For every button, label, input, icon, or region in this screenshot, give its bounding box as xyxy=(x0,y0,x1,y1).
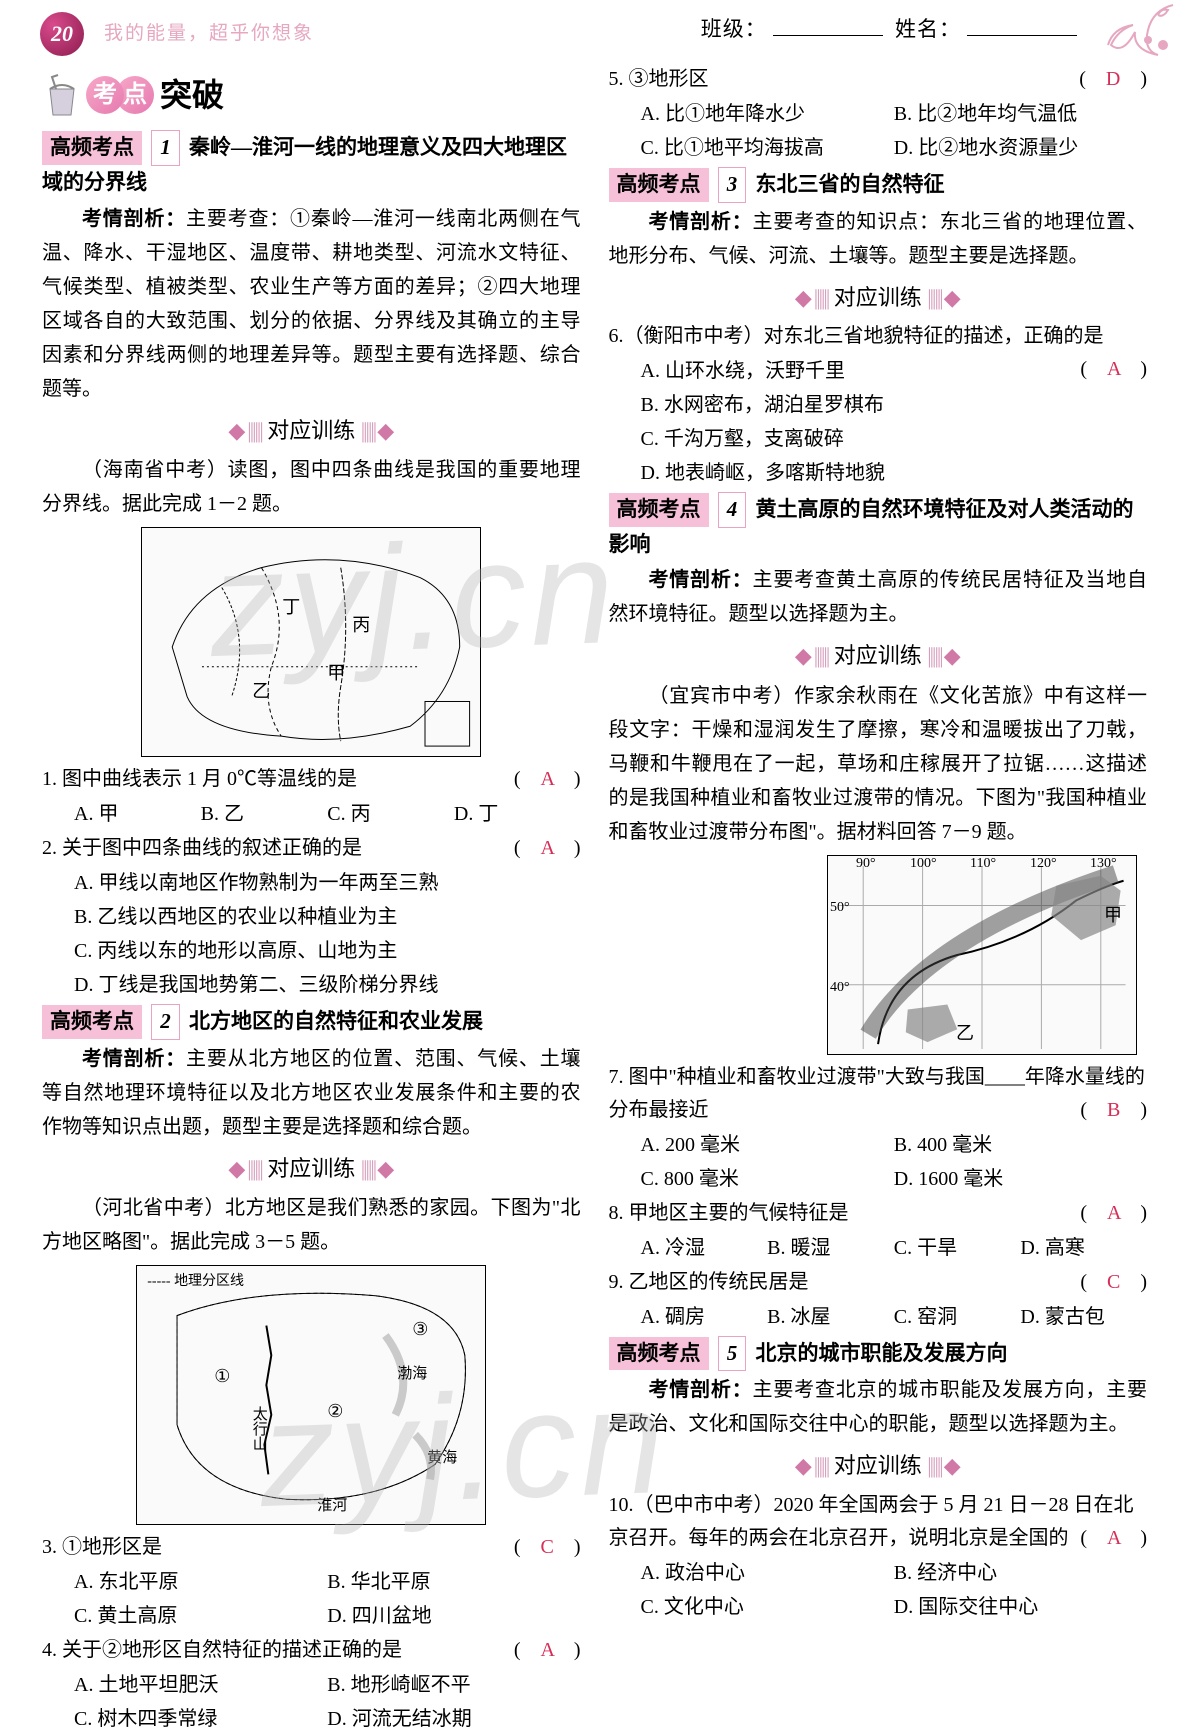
page-header: 20 我的能量，超乎你想象 班级： 姓名： xyxy=(0,0,1183,58)
m3-lon2: 110° xyxy=(970,855,996,876)
map2-n3: ③ xyxy=(412,1314,428,1345)
topic-2-analysis: 考情剖析：主要从北方地区的位置、范围、气候、土壤等自然地理环境特征以及北方地区农… xyxy=(42,1042,581,1144)
map-2: ----- 地理分区线 ① ② ③ 太行山 渤海 黄海 淮河 xyxy=(136,1265,486,1525)
topic-num-2: 2 xyxy=(151,1004,180,1040)
gaopin-tag-2: 高频考点 xyxy=(42,1005,142,1039)
topic-4-analysis: 考情剖析：主要考查黄土高原的传统民居特征及当地自然环境特征。题型以选择题为主。 xyxy=(609,563,1148,631)
q8-opts: A. 冷湿B. 暖湿C. 干旱D. 高寒 xyxy=(609,1231,1148,1265)
practice-intro-3: （宜宾市中考）作家余秋雨在《文化苦旅》中有这样一段文字：干燥和湿润发生了摩擦，寒… xyxy=(609,679,1148,849)
q7: 7. 图中"种植业和畜牧业过渡带"大致与我国____年降水量线的分布最接近 ( … xyxy=(609,1061,1148,1127)
practice-intro-1: （海南省中考）读图，图中四条曲线是我国的重要地理分界线。据此完成 1－2 题。 xyxy=(42,453,581,521)
practice-header-3: ◆|||||| 对应训练 ||||||◆ xyxy=(609,279,1148,316)
map2-line: ----- 地理分区线 xyxy=(147,1270,244,1294)
map-3: 90° 100° 110° 120° 130° 50° 40° 甲 乙 xyxy=(827,855,1137,1055)
map2-n2: ② xyxy=(327,1396,343,1427)
m3-lon3: 120° xyxy=(1030,855,1057,876)
m3-lon4: 130° xyxy=(1090,855,1117,876)
practice-intro-2: （河北省中考）北方地区是我们熟悉的家园。下图为"北方地区略图"。据此完成 3－5… xyxy=(42,1191,581,1259)
topic-num-3: 3 xyxy=(718,167,747,203)
motto-text: 我的能量，超乎你想象 xyxy=(104,18,314,50)
practice-header-4: ◆|||||| 对应训练 ||||||◆ xyxy=(609,637,1148,674)
map2-huang: 黄海 xyxy=(427,1446,457,1472)
q6-opts: A. 山环水绕，沃野千里B. 水网密布，湖泊星罗棋布C. 千沟万壑，支离破碎D.… xyxy=(609,354,1081,490)
m3-lat0: 50° xyxy=(830,896,850,920)
map2-huai: 淮河 xyxy=(317,1494,347,1520)
page-number-badge: 20 xyxy=(40,12,84,56)
kao-char: 考 xyxy=(86,76,124,114)
class-blank[interactable] xyxy=(773,35,883,36)
right-column: 5. ③地形区 ( D ) A. 比①地年降水少B. 比②地年均气温低C. 比①… xyxy=(609,62,1148,1736)
gaopin-tag-4: 高频考点 xyxy=(609,493,709,527)
bucket-icon xyxy=(42,71,82,119)
left-column: 考 点 突破 高频考点 1 秦岭—淮河一线的地理意义及四大地理区域的分界线 考情… xyxy=(42,62,581,1736)
name-blank[interactable] xyxy=(967,35,1077,36)
m3-lat1: 40° xyxy=(830,976,850,1000)
map2-tai: 太行山 xyxy=(245,1406,271,1451)
topic-3-title: 高频考点 3 东北三省的自然特征 xyxy=(609,167,1148,203)
m3-lon1: 100° xyxy=(910,855,937,876)
topic-num-1: 1 xyxy=(151,130,180,166)
q5-opts: A. 比①地年降水少B. 比②地年均气温低C. 比①地平均海拔高D. 比②地水资… xyxy=(609,97,1148,165)
q8: 8. 甲地区主要的气候特征是 ( A ) xyxy=(609,1197,1148,1230)
class-label: 班级： xyxy=(701,17,767,41)
q2-opts: A. 甲线以南地区作物熟制为一年两至三熟B. 乙线以西地区的农业以种植业为主C.… xyxy=(42,866,581,1002)
flourish-icon xyxy=(1063,0,1183,70)
m3-jia: 甲 xyxy=(1104,900,1122,931)
m3-yi: 乙 xyxy=(956,1018,974,1049)
section-title: 考 点 突破 xyxy=(42,68,581,122)
practice-header-5: ◆|||||| 对应训练 ||||||◆ xyxy=(609,1447,1148,1484)
topic-1-title: 高频考点 1 秦岭—淮河一线的地理意义及四大地理区域的分界线 xyxy=(42,130,581,199)
sname-label: 姓名： xyxy=(895,17,961,41)
q1: 1. 图中曲线表示 1 月 0℃等温线的是 ( A ) xyxy=(42,763,581,796)
topic-1-analysis: 考情剖析：主要考查：①秦岭—淮河一线南北两侧在气温、降水、干湿地区、温度带、耕地… xyxy=(42,202,581,406)
topic-3-text: 东北三省的自然特征 xyxy=(756,172,945,196)
map1-jia: 甲 xyxy=(327,658,345,689)
q4-opts: A. 土地平坦肥沃B. 地形崎岖不平C. 树木四季常绿D. 河流无结冰期 xyxy=(42,1668,581,1736)
q9-opts: A. 碉房B. 冰屋C. 窑洞D. 蒙古包 xyxy=(609,1300,1148,1334)
map2-bo: 渤海 xyxy=(397,1362,427,1388)
map1-ding: 丁 xyxy=(282,592,300,623)
q7-opts: A. 200 毫米B. 400 毫米C. 800 毫米D. 1600 毫米 xyxy=(609,1128,1148,1196)
q3: 3. ①地形区是 ( C ) xyxy=(42,1531,581,1564)
topic-5-title: 高频考点 5 北京的城市职能及发展方向 xyxy=(609,1336,1148,1372)
topic-num-4: 4 xyxy=(718,492,747,528)
q10-opts: A. 政治中心B. 经济中心C. 文化中心D. 国际交往中心 xyxy=(609,1556,1148,1624)
map-1: 丁 丙 甲 乙 xyxy=(141,527,481,757)
topic-5-text: 北京的城市职能及发展方向 xyxy=(756,1341,1008,1365)
gaopin-tag-3: 高频考点 xyxy=(609,168,709,202)
practice-header-1: ◆|||||| 对应训练 ||||||◆ xyxy=(42,412,581,449)
m3-lon0: 90° xyxy=(856,855,876,876)
student-info: 班级： 姓名： xyxy=(701,12,1083,48)
tupo-text: 突破 xyxy=(160,68,224,122)
q1-opts: A. 甲B. 乙C. 丙D. 丁 xyxy=(42,797,581,831)
topic-2-text: 北方地区的自然特征和农业发展 xyxy=(189,1009,483,1033)
q9: 9. 乙地区的传统民居是 ( C ) xyxy=(609,1266,1148,1299)
q10: 10.（巴中市中考）2020 年全国两会于 5 月 21 日－28 日在北京召开… xyxy=(609,1489,1148,1555)
q6: 6.（衡阳市中考）对东北三省地貌特征的描述，正确的是 ( A ) xyxy=(609,320,1148,353)
topic-2-title: 高频考点 2 北方地区的自然特征和农业发展 xyxy=(42,1004,581,1040)
topic-4-title: 高频考点 4 黄土高原的自然环境特征及对人类活动的影响 xyxy=(609,492,1148,561)
map2-n1: ① xyxy=(207,1366,238,1387)
map1-bing: 丙 xyxy=(352,610,370,641)
topic-3-analysis: 考情剖析：主要考查的知识点：东北三省的地理位置、地形分布、气候、河流、土壤等。题… xyxy=(609,205,1148,273)
q4: 4. 关于②地形区自然特征的描述正确的是 ( A ) xyxy=(42,1634,581,1667)
q3-opts: A. 东北平原B. 华北平原C. 黄土高原D. 四川盆地 xyxy=(42,1565,581,1633)
gaopin-tag-5: 高频考点 xyxy=(609,1337,709,1371)
topic-num-5: 5 xyxy=(718,1336,747,1372)
topic-5-analysis: 考情剖析：主要考查北京的城市职能及发展方向，主要是政治、文化和国际交往中心的职能… xyxy=(609,1373,1148,1441)
map1-yi: 乙 xyxy=(252,676,270,707)
gaopin-tag-1: 高频考点 xyxy=(42,131,142,165)
practice-header-2: ◆|||||| 对应训练 ||||||◆ xyxy=(42,1150,581,1187)
q2: 2. 关于图中四条曲线的叙述正确的是 ( A ) xyxy=(42,832,581,865)
